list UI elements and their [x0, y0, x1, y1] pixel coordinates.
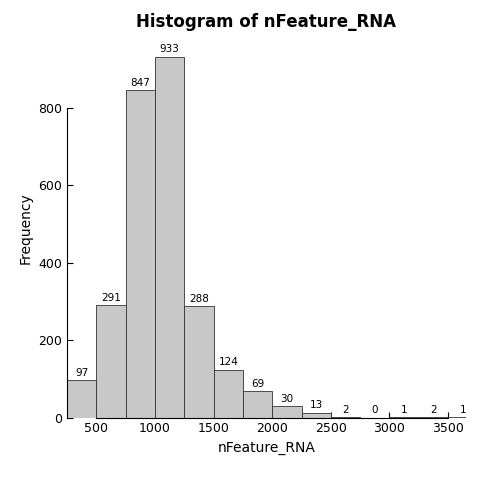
Text: 2: 2	[430, 405, 437, 415]
Text: 847: 847	[131, 78, 150, 87]
Bar	[155, 57, 184, 418]
Text: 13: 13	[310, 400, 323, 410]
Text: 0: 0	[372, 405, 378, 415]
Bar	[272, 406, 301, 418]
Text: 1: 1	[401, 405, 408, 415]
X-axis label: nFeature_RNA: nFeature_RNA	[217, 441, 315, 455]
Bar	[96, 305, 126, 418]
Text: 69: 69	[251, 379, 264, 389]
Bar	[214, 370, 243, 418]
Text: 97: 97	[75, 368, 88, 378]
Bar	[67, 380, 96, 418]
Text: 124: 124	[218, 357, 238, 367]
Bar	[126, 90, 155, 418]
Text: 291: 291	[101, 293, 121, 303]
Text: 1: 1	[459, 405, 466, 415]
Y-axis label: Frequency: Frequency	[19, 192, 33, 264]
Text: 288: 288	[189, 294, 209, 304]
Bar	[419, 417, 448, 418]
Bar	[184, 306, 214, 418]
Bar	[243, 391, 272, 418]
Text: 933: 933	[160, 44, 180, 54]
Bar	[331, 417, 360, 418]
Title: Histogram of nFeature_RNA: Histogram of nFeature_RNA	[136, 13, 396, 31]
Bar	[301, 413, 331, 418]
Text: 30: 30	[280, 394, 293, 404]
Text: 2: 2	[342, 405, 349, 415]
